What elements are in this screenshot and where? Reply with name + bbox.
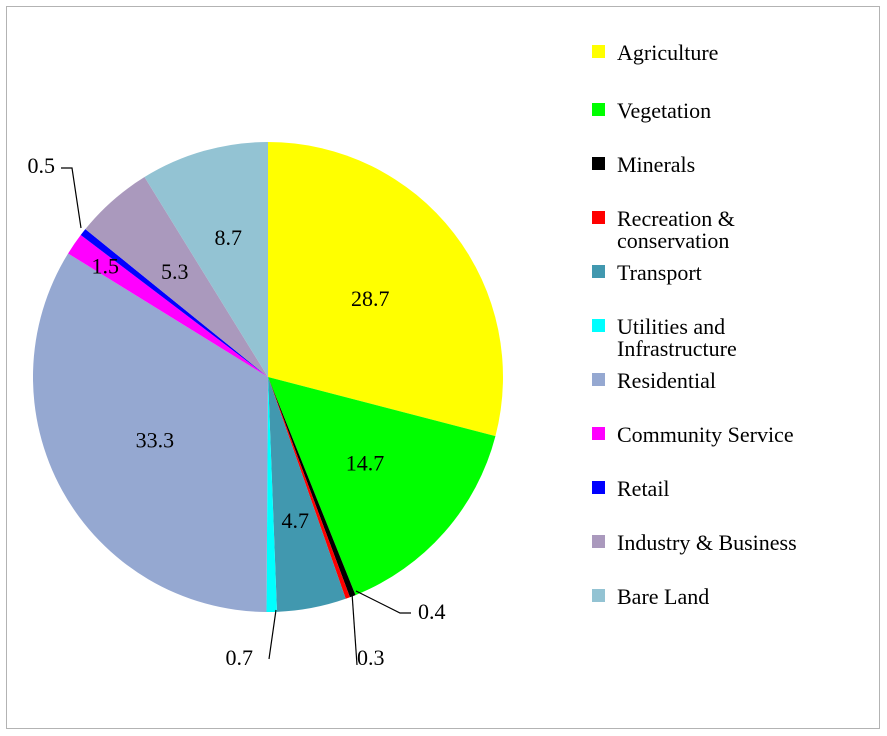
- legend-swatch-residential: [592, 373, 605, 386]
- legend-swatch-vegetation: [592, 103, 605, 116]
- data-labels: 28.7 14.7 0.4 0.3 4.7 0.7 33.3 1.5 0.5 5.3 8.7: [28, 153, 446, 670]
- data-label-bare-land: 8.7: [214, 225, 242, 250]
- chart-frame: 28.7 14.7 0.4 0.3 4.7 0.7 33.3 1.5 0.5 5.3 8.7 Agr…: [6, 6, 880, 729]
- legend-item-transport: Transport: [592, 260, 702, 285]
- pie-slice-retail: [80, 229, 268, 377]
- data-label-community-service: 1.5: [91, 253, 119, 278]
- legend-label-community-service: Community Service: [617, 422, 794, 447]
- legend-item-industry-and-business: Industry & Business: [592, 530, 797, 555]
- pie-slice-utilities-and-infrastructure: [266, 377, 277, 613]
- legend-item-utilities-and-infrastructure: Utilities and Infrastructure: [592, 314, 737, 361]
- legend-label-retail: Retail: [617, 476, 670, 501]
- pie-slice-agriculture: [268, 142, 504, 437]
- leader-line-retail: [61, 167, 82, 229]
- legend-label-transport: Transport: [617, 260, 702, 285]
- data-label-retail: 0.5: [28, 153, 56, 178]
- pie-slice-residential: [32, 253, 269, 612]
- legend-swatch-community-service: [592, 427, 605, 440]
- legend-swatch-agriculture: [592, 45, 605, 58]
- data-label-utilities-and-infrastructure: 0.7: [226, 645, 254, 670]
- legend-label-minerals: Minerals: [617, 152, 695, 177]
- leader-lines: [61, 167, 411, 666]
- legend-item-agriculture: Agriculture: [592, 40, 718, 65]
- pie-slice-minerals: [268, 377, 356, 598]
- pie-slice-bare-land: [144, 142, 268, 377]
- legend-label-agriculture: Agriculture: [617, 40, 718, 65]
- legend-item-recreation-and-conservation: Recreation & conservation: [592, 206, 735, 253]
- legend-swatch-recreation-and-conservation: [592, 211, 605, 224]
- data-label-industry-and-business: 5.3: [161, 259, 189, 284]
- legend-swatch-retail: [592, 481, 605, 494]
- legend: Agriculture Vegetation Minerals Recreation …: [592, 40, 797, 609]
- data-label-residential: 33.3: [136, 428, 175, 453]
- data-label-agriculture: 28.7: [351, 286, 390, 311]
- legend-item-residential: Residential: [592, 368, 716, 393]
- pie-chart: 28.7 14.7 0.4 0.3 4.7 0.7 33.3 1.5 0.5 5.3 8.7 Agr…: [28, 40, 797, 670]
- legend-label-recreation-and-conservation: Recreation & conservation: [617, 206, 735, 253]
- legend-item-vegetation: Vegetation: [592, 98, 711, 123]
- pie-slice-recreation-and-conservation: [268, 377, 350, 599]
- legend-label-residential: Residential: [617, 368, 716, 393]
- legend-swatch-industry-and-business: [592, 535, 605, 548]
- legend-swatch-minerals: [592, 157, 605, 170]
- legend-label-industry-and-business: Industry & Business: [617, 530, 797, 555]
- leader-line-minerals: [355, 590, 411, 614]
- legend-item-minerals: Minerals: [592, 152, 695, 177]
- pie-slices: [32, 142, 504, 613]
- leader-line-recreation-and-conservation: [351, 592, 358, 666]
- pie-slice-industry-and-business: [85, 177, 268, 377]
- leader-line-utilities-and-infrastructure: [268, 609, 277, 660]
- pie-slice-community-service: [68, 235, 268, 377]
- legend-item-bare-land: Bare Land: [592, 584, 709, 609]
- legend-item-community-service: Community Service: [592, 422, 794, 447]
- legend-swatch-bare-land: [592, 589, 605, 602]
- legend-label-vegetation: Vegetation: [617, 98, 711, 123]
- pie-slice-transport: [268, 377, 346, 612]
- data-label-vegetation: 14.7: [346, 450, 385, 475]
- data-label-recreation-and-conservation: 0.3: [357, 645, 385, 670]
- legend-swatch-transport: [592, 265, 605, 278]
- legend-item-retail: Retail: [592, 476, 670, 501]
- legend-label-bare-land: Bare Land: [617, 584, 709, 609]
- data-label-transport: 4.7: [281, 508, 309, 533]
- legend-label-utilities-and-infrastructure: Utilities and Infrastructure: [617, 314, 737, 361]
- legend-swatch-utilities-and-infrastructure: [592, 319, 605, 332]
- data-label-minerals: 0.4: [418, 599, 446, 624]
- pie-slice-vegetation: [268, 377, 496, 596]
